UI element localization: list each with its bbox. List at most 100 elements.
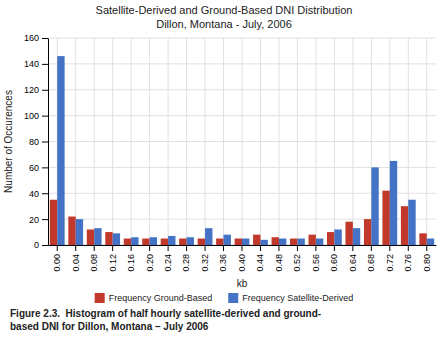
- bar: [124, 239, 131, 245]
- tick-mark: [389, 245, 390, 251]
- x-tick: 0.32: [200, 245, 210, 272]
- x-tick: 0.68: [366, 245, 376, 272]
- tick-mark: [186, 245, 187, 251]
- tick-mark: [426, 245, 427, 251]
- axis-line: [48, 39, 49, 246]
- bar: [253, 235, 260, 245]
- tick-mark: [42, 167, 48, 168]
- tick-label: 0: [34, 240, 39, 250]
- grid-line-x: [278, 38, 279, 245]
- legend-swatch: [95, 293, 105, 303]
- bar: [68, 217, 75, 245]
- bar: [364, 219, 371, 245]
- tick-label: 0.60: [329, 254, 339, 272]
- grid-line-x: [168, 38, 169, 245]
- tick-label: 80: [29, 137, 39, 147]
- tick-mark: [352, 245, 353, 251]
- tick-mark: [42, 193, 48, 194]
- tick-mark: [42, 64, 48, 65]
- y-tick: 20: [29, 215, 48, 225]
- y-axis: 020406080100120140160: [24, 33, 49, 250]
- x-tick: 0.28: [181, 245, 191, 272]
- x-tick: 0.52: [292, 245, 302, 272]
- grid-line-x: [94, 38, 95, 245]
- x-tick: 0.60: [329, 245, 339, 272]
- bar: [87, 229, 94, 245]
- tick-mark: [42, 38, 48, 39]
- bar: [94, 228, 101, 245]
- bar: [382, 191, 389, 245]
- legend-item: Frequency Ground-Based: [95, 293, 213, 303]
- tick-mark: [131, 245, 132, 251]
- tick-mark: [371, 245, 372, 251]
- bar: [290, 239, 297, 245]
- caption: Figure 2.3. Histogram of half hourly sat…: [10, 308, 321, 319]
- bar: [216, 239, 223, 245]
- bar: [168, 236, 175, 245]
- grid-line-x: [186, 38, 187, 245]
- x-tick: 0.64: [348, 245, 358, 272]
- chart: Satellite-Derived and Ground-Based DNI D…: [0, 0, 448, 337]
- tick-mark: [334, 245, 335, 251]
- grid-line-x: [334, 38, 335, 245]
- y-tick: 60: [29, 163, 48, 173]
- bar: [279, 239, 286, 245]
- bar: [334, 229, 341, 245]
- bar: [187, 237, 194, 245]
- tick-label: 40: [29, 189, 39, 199]
- y-axis-title: Number of Occurences: [3, 90, 14, 193]
- legend-label: Frequency Ground-Based: [109, 293, 213, 303]
- tick-label: 60: [29, 163, 39, 173]
- grid-line-x: [223, 38, 224, 245]
- tick-label: 0.12: [108, 254, 118, 272]
- legend-swatch: [228, 293, 238, 303]
- x-tick: 0.12: [108, 245, 118, 272]
- tick-label: 0.44: [255, 254, 265, 272]
- plot: 0204060801001201401600.000.040.080.120.1…: [24, 33, 437, 271]
- tick-label: 0.48: [274, 254, 284, 272]
- bar: [50, 200, 57, 245]
- tick-label: 0.16: [126, 254, 136, 272]
- legend-label: Frequency Satellite-Derived: [242, 293, 353, 303]
- tick-label: 20: [29, 215, 39, 225]
- bar: [105, 232, 112, 245]
- tick-mark: [42, 90, 48, 91]
- tick-label: 0.08: [89, 254, 99, 272]
- series: [50, 191, 427, 245]
- y-tick: 0: [34, 240, 48, 250]
- tick-label: 0.68: [366, 254, 376, 272]
- caption: based DNI for Dillon, Montana – July 200…: [10, 321, 209, 332]
- bar: [205, 228, 212, 245]
- grid-line-x: [205, 38, 206, 245]
- tick-label: 0.76: [403, 254, 413, 272]
- bar: [198, 239, 205, 245]
- tick-mark: [278, 245, 279, 251]
- bar: [131, 237, 138, 245]
- tick-label: 0.28: [181, 254, 191, 272]
- grid-line-x: [149, 38, 150, 245]
- tick-mark: [315, 245, 316, 251]
- y-tick: 160: [24, 33, 48, 43]
- tick-label: 0.56: [311, 254, 321, 272]
- tick-mark: [205, 245, 206, 251]
- tick-mark: [112, 245, 113, 251]
- bar: [419, 233, 426, 245]
- bar: [161, 239, 168, 245]
- bars: [50, 56, 434, 245]
- x-axis: 0.000.040.080.120.160.200.240.280.320.36…: [49, 245, 437, 272]
- y-tick: 100: [24, 111, 48, 121]
- tick-mark: [42, 219, 48, 220]
- bar: [327, 232, 334, 245]
- bar: [353, 228, 360, 245]
- tick-mark: [223, 245, 224, 251]
- x-tick: 0.56: [311, 245, 321, 272]
- grid-line-x: [426, 38, 427, 245]
- tick-mark: [94, 245, 95, 251]
- tick-label: 0.64: [348, 254, 358, 272]
- bar: [297, 239, 304, 245]
- tick-label: 0.40: [237, 254, 247, 272]
- tick-mark: [42, 116, 48, 117]
- tick-mark: [168, 245, 169, 251]
- bar: [179, 239, 186, 245]
- grid-line-x: [352, 38, 353, 245]
